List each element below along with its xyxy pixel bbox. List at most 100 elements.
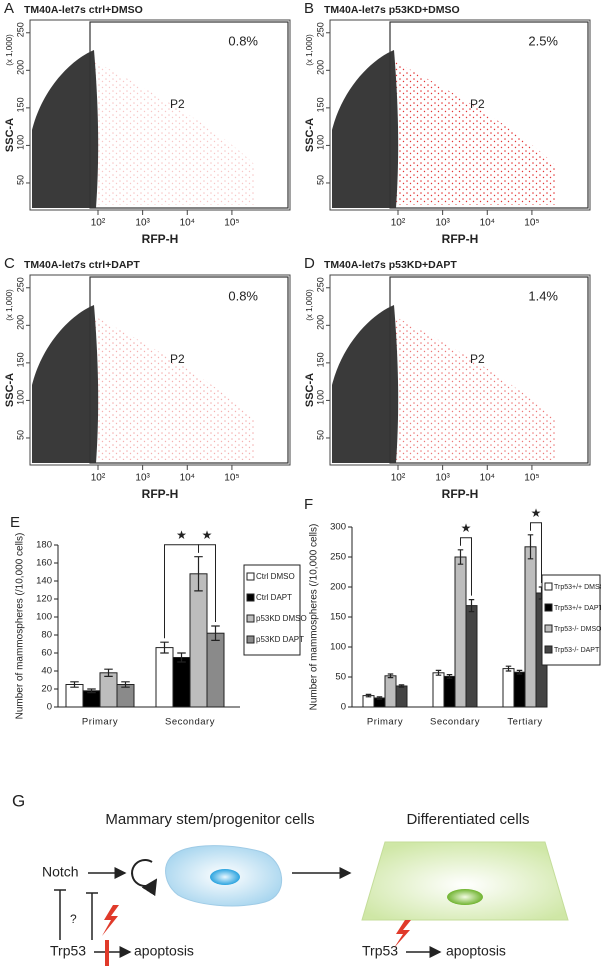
error-bar — [457, 549, 464, 565]
legend-swatch — [544, 645, 553, 654]
gate-name: P2 — [470, 97, 485, 111]
y-tick-label: 200 — [330, 582, 346, 593]
y-tick-label: 50 — [335, 672, 346, 683]
significance-bracket — [530, 522, 542, 583]
gate — [89, 276, 289, 464]
lightning — [102, 905, 119, 936]
x-tick-label: 10⁵ — [224, 218, 239, 229]
error-bar — [435, 669, 442, 676]
gray-events — [332, 305, 399, 463]
y-tick-label: 100 — [315, 135, 325, 150]
bar — [443, 675, 456, 708]
panel-label: D — [304, 255, 315, 272]
y-tick-label: 250 — [315, 22, 325, 37]
y-unit: (x 1,000) — [305, 34, 314, 66]
panel-label: F — [304, 496, 313, 513]
error-bar — [365, 693, 372, 698]
y-tick-label: 250 — [315, 277, 325, 292]
gate — [89, 21, 289, 209]
y-tick-label: 160 — [36, 558, 52, 569]
significance-bracket — [460, 537, 472, 596]
panel-title: TM40A-let7s ctrl+DMSO — [24, 4, 143, 16]
significance-star: ★ — [531, 506, 542, 520]
bar — [116, 684, 135, 708]
error-bar — [211, 625, 220, 641]
legend-swatch — [544, 624, 553, 633]
x-tick-label: 10² — [91, 473, 106, 484]
y-tick-label: 250 — [15, 277, 25, 292]
diff-title: Differentiated cells — [406, 811, 529, 828]
nucleus — [447, 889, 483, 905]
y-unit: (x 1,000) — [305, 289, 314, 321]
gray-events — [332, 50, 399, 208]
x-tick-label: 10⁵ — [224, 473, 239, 484]
x-axis-label: RFP-H — [442, 487, 479, 501]
x-tick-label: 10⁴ — [180, 218, 195, 229]
x-axis-label: RFP-H — [142, 487, 179, 501]
y-tick-label: 50 — [15, 430, 25, 440]
self-renewal-arrow — [131, 859, 158, 897]
y-tick-label: 150 — [15, 97, 25, 112]
error-bar — [160, 641, 169, 654]
error-bar — [468, 599, 475, 613]
y-tick-label: 40 — [41, 666, 52, 677]
y-axis-label: SSC-A — [4, 373, 16, 407]
red-events — [92, 315, 255, 460]
legend-swatch — [544, 582, 553, 591]
significance-star: ★ — [461, 521, 472, 535]
legend-label: Trp53+/+ DAPT — [554, 605, 601, 612]
y-tick-label: 0 — [341, 702, 346, 713]
x-axis-label: RFP-H — [142, 232, 179, 246]
significance-star: ★ — [176, 528, 187, 542]
plot-frame — [29, 19, 291, 211]
bar — [155, 647, 174, 708]
x-tick-label: Primary — [367, 717, 403, 728]
legend-label: Trp53-/- DAPT — [554, 647, 600, 654]
panel-label: B — [304, 0, 314, 17]
x-tick-label: 10⁴ — [480, 218, 495, 229]
error-bar — [177, 652, 186, 663]
bar — [65, 684, 84, 708]
legend-label: Trp53-/- DMSO — [554, 626, 601, 633]
significance-star: ★ — [202, 528, 213, 542]
y-axis-label: SSC-A — [304, 118, 316, 152]
y-unit: (x 1,000) — [5, 289, 14, 321]
gate-percent: 1.4% — [528, 288, 558, 303]
bar — [454, 556, 467, 708]
error-bar — [398, 684, 405, 688]
y-tick-label: 60 — [41, 648, 52, 659]
legend-label: p53KD DAPT — [256, 635, 304, 644]
error-bar — [70, 681, 79, 688]
y-tick-label: 200 — [15, 60, 25, 75]
y-tick-label: 250 — [330, 552, 346, 563]
stem-title: Mammary stem/progenitor cells — [105, 811, 314, 828]
apoptosis-label: apoptosis — [134, 943, 194, 959]
error-bar — [516, 669, 523, 675]
bar — [189, 573, 208, 708]
error-bar — [505, 665, 512, 672]
bar — [513, 671, 526, 708]
trp53-label: Trp53 — [50, 943, 86, 959]
plot-frame — [329, 19, 591, 211]
y-tick-label: 50 — [315, 175, 325, 185]
x-tick-label: 10³ — [135, 218, 150, 229]
x-tick-label: 10⁵ — [524, 218, 539, 229]
notch-label: Notch — [42, 864, 79, 880]
significance-bracket — [198, 544, 216, 622]
y-tick-label: 0 — [47, 702, 52, 713]
error-bar — [194, 556, 203, 592]
plot-frame — [329, 274, 591, 466]
bar — [502, 668, 515, 708]
y-tick-label: 150 — [330, 612, 346, 623]
gray-events — [32, 305, 99, 463]
x-tick-label: 10² — [391, 473, 406, 484]
red-events — [392, 60, 555, 205]
gate-name: P2 — [470, 352, 485, 366]
x-tick-label: 10² — [391, 218, 406, 229]
y-tick-label: 50 — [315, 430, 325, 440]
x-tick-label: Tertiary — [507, 717, 542, 728]
gate-percent: 2.5% — [528, 33, 558, 48]
legend-swatch — [246, 593, 255, 602]
panel-title: TM40A-let7s ctrl+DAPT — [24, 259, 140, 271]
